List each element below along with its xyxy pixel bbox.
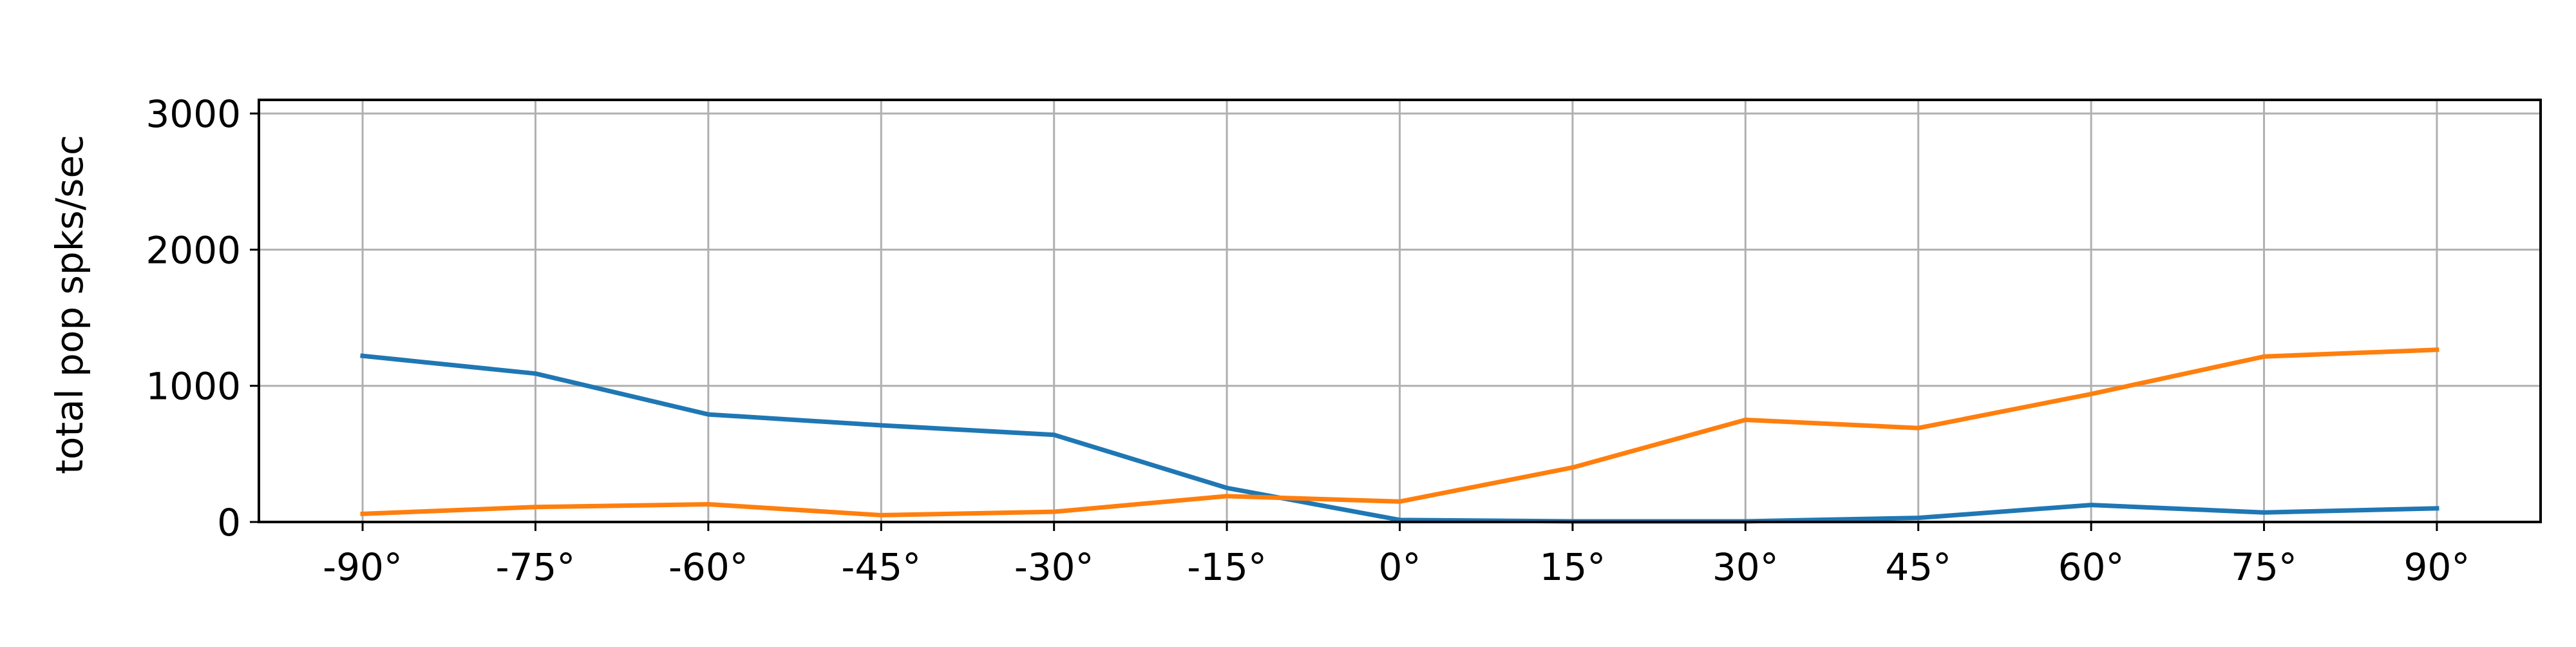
y-axis-ticks: 0 1000 2000 3000 <box>146 92 259 545</box>
x-axis-ticks: -90° -75° -60° -45° -30° -15° 0° 15° 30° 45° 60° 75… <box>323 522 2470 589</box>
x-tick-label: 90° <box>2404 545 2470 589</box>
x-tick-label: 75° <box>2231 545 2297 589</box>
x-tick-label: 45° <box>1885 545 1951 589</box>
x-tick-label: 0° <box>1379 545 1421 589</box>
x-tick-label: -30° <box>1014 545 1094 589</box>
y-axis-label: total pop spks/sec <box>48 135 91 474</box>
x-tick-label: -60° <box>668 545 748 589</box>
x-tick-label: -90° <box>323 545 402 589</box>
x-tick-label: 15° <box>1540 545 1606 589</box>
series-line-2 <box>360 347 2439 517</box>
y-tick-label: 1000 <box>146 365 241 409</box>
y-tick-label: 0 <box>217 501 241 545</box>
x-tick-label: -75° <box>496 545 576 589</box>
y-tick-label: 2000 <box>146 228 241 272</box>
x-tick-label: 30° <box>1712 545 1779 589</box>
x-tick-label: -15° <box>1187 545 1267 589</box>
series-line-1 <box>360 353 2439 524</box>
x-tick-label: -45° <box>841 545 921 589</box>
y-tick-label: 3000 <box>146 92 241 136</box>
x-tick-label: 60° <box>2058 545 2125 589</box>
data-series <box>360 347 2439 524</box>
